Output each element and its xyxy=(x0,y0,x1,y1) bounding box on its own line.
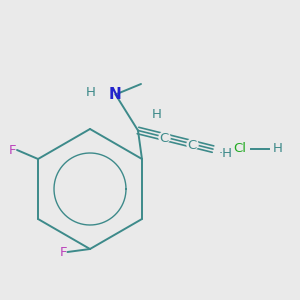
Text: C: C xyxy=(188,139,196,152)
Text: ·H: ·H xyxy=(219,147,233,160)
Text: H: H xyxy=(86,86,96,99)
Text: H: H xyxy=(152,109,161,122)
Text: F: F xyxy=(59,245,67,259)
Text: C: C xyxy=(160,132,169,145)
Text: F: F xyxy=(9,143,16,157)
Text: Cl: Cl xyxy=(233,142,247,155)
Text: H: H xyxy=(273,142,282,155)
Text: N: N xyxy=(109,87,122,102)
